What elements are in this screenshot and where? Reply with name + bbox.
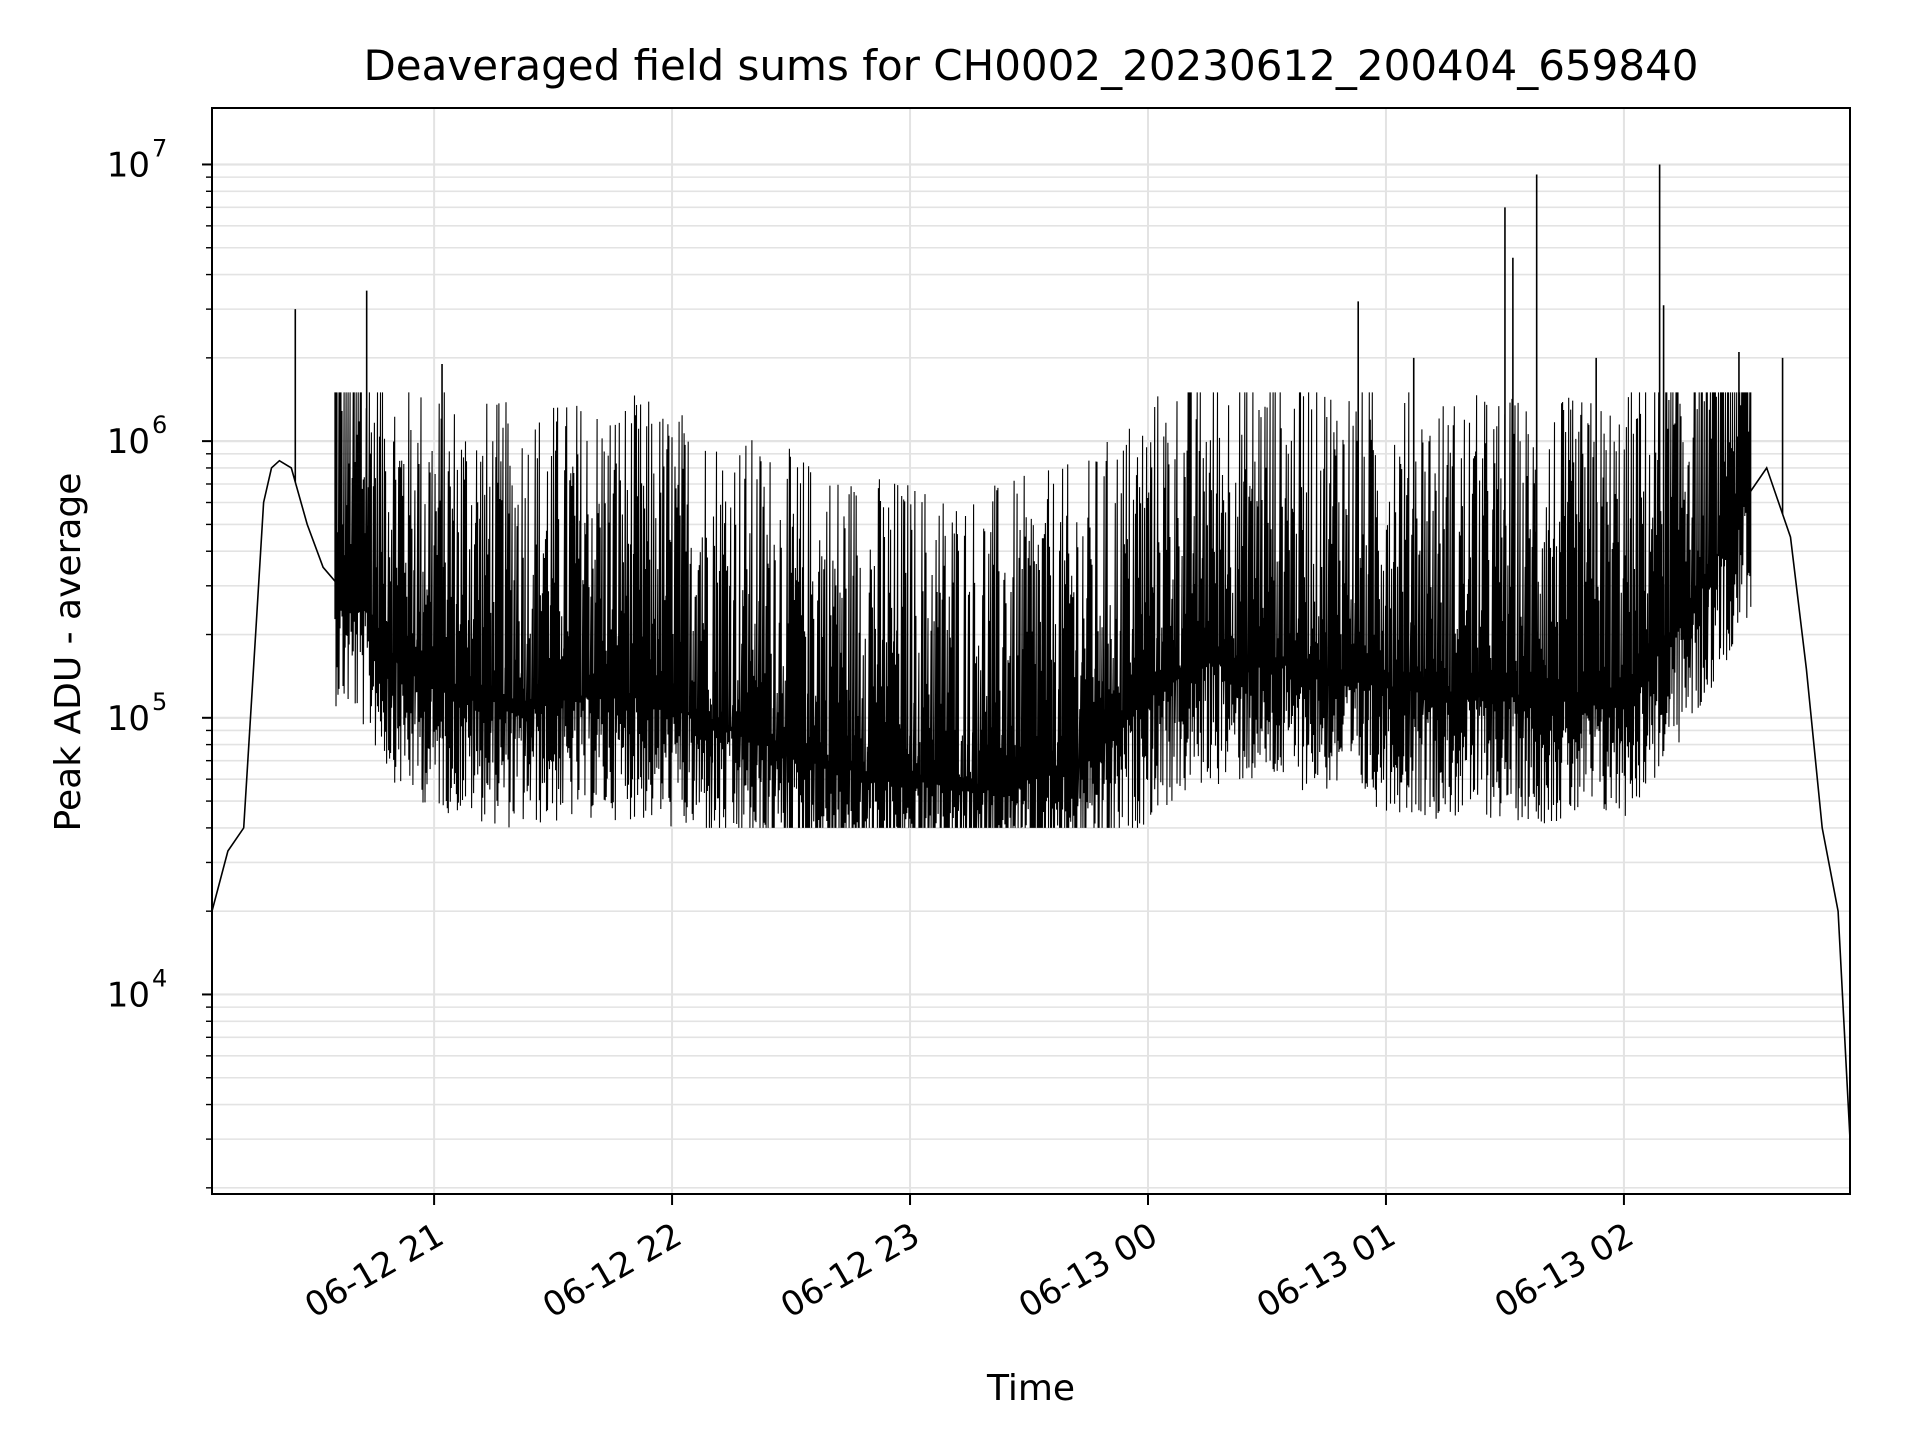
y-tick-exponent: 6 <box>152 411 167 439</box>
y-tick-exponent: 5 <box>152 688 167 716</box>
series-layer <box>211 164 1851 1140</box>
y-tick-label: 10 6 <box>107 411 168 462</box>
chart-title: Deaveraged field sums for CH0002_2023061… <box>363 41 1698 90</box>
y-tick-exponent: 4 <box>152 964 167 992</box>
series-noise <box>334 392 1752 828</box>
y-axis-label: Peak ADU - average <box>48 473 89 832</box>
x-axis-label: Time <box>986 1368 1075 1409</box>
y-tick-base: 10 <box>107 699 150 739</box>
y-tick-base: 10 <box>107 975 150 1015</box>
y-tick-exponent: 7 <box>152 134 167 162</box>
y-tick-base: 10 <box>107 145 150 185</box>
y-tick-label: 10 7 <box>107 134 168 185</box>
y-tick-base: 10 <box>107 422 150 462</box>
plot-frame <box>211 107 1851 1195</box>
y-tick-label: 10 4 <box>107 964 168 1015</box>
y-tick-label: 10 5 <box>107 688 168 739</box>
